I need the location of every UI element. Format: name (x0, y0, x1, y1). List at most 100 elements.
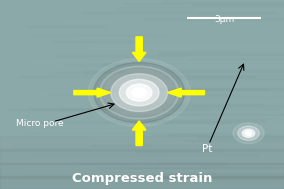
Bar (174, 7, 284, 8)
Bar (119, 125, 284, 126)
Bar (187, 185, 276, 187)
Bar (127, 114, 284, 115)
Circle shape (233, 123, 264, 144)
Bar (13, 145, 150, 146)
Bar (123, 31, 284, 32)
Bar (198, 136, 284, 138)
Circle shape (119, 79, 159, 106)
Bar (171, 89, 284, 90)
Bar (8, 108, 210, 110)
Bar (102, 29, 163, 31)
Bar (83, 71, 133, 73)
Bar (173, 96, 284, 97)
Bar (54, 64, 284, 65)
Bar (93, 45, 284, 46)
Bar (178, 98, 284, 100)
Bar (137, 78, 284, 79)
Bar (123, 88, 284, 89)
Bar (102, 7, 238, 8)
FancyArrow shape (132, 121, 146, 146)
Bar (136, 151, 221, 152)
Bar (132, 105, 284, 107)
Bar (151, 26, 284, 27)
Bar (33, 143, 258, 144)
Bar (132, 25, 284, 26)
Circle shape (132, 88, 146, 97)
Circle shape (238, 126, 259, 140)
Bar (102, 64, 148, 65)
Text: Compressed strain: Compressed strain (72, 172, 212, 185)
Bar (153, 134, 207, 135)
Bar (0, 163, 284, 178)
Text: Pt: Pt (202, 144, 212, 154)
Bar (82, 12, 276, 13)
Bar (159, 53, 284, 55)
Bar (107, 177, 284, 179)
Bar (98, 167, 277, 168)
Bar (136, 12, 227, 13)
Bar (90, 37, 282, 39)
Bar (191, 5, 284, 6)
Bar (39, 134, 109, 135)
Bar (159, 173, 284, 174)
Bar (125, 3, 284, 4)
Bar (157, 75, 284, 76)
Bar (80, 161, 124, 163)
Bar (0, 136, 284, 151)
Bar (91, 136, 144, 138)
Bar (79, 63, 162, 64)
Bar (116, 70, 284, 72)
Bar (0, 176, 284, 189)
Bar (91, 145, 208, 146)
Bar (49, 94, 94, 95)
Bar (130, 174, 284, 176)
Bar (127, 108, 284, 109)
Bar (15, 104, 175, 105)
Bar (89, 48, 231, 49)
Circle shape (111, 74, 168, 112)
Bar (178, 118, 284, 119)
Circle shape (245, 131, 252, 136)
Circle shape (88, 59, 190, 127)
Bar (160, 111, 284, 112)
Bar (160, 156, 267, 157)
Bar (142, 84, 191, 86)
Bar (0, 149, 284, 164)
Bar (8, 60, 129, 61)
Bar (95, 49, 242, 50)
Bar (103, 67, 284, 69)
Bar (176, 24, 284, 25)
Bar (58, 55, 187, 57)
Bar (29, 108, 110, 109)
Bar (117, 7, 193, 9)
Bar (53, 14, 257, 15)
Circle shape (99, 66, 179, 119)
Bar (30, 61, 235, 62)
Bar (125, 59, 258, 61)
Bar (63, 64, 128, 65)
Bar (169, 134, 284, 135)
Bar (160, 47, 284, 49)
Bar (158, 163, 227, 164)
Bar (115, 180, 284, 181)
Bar (104, 81, 284, 82)
Bar (54, 76, 170, 77)
Bar (39, 94, 166, 95)
Bar (63, 22, 112, 23)
Bar (19, 76, 254, 77)
FancyArrow shape (168, 88, 204, 97)
Bar (50, 72, 183, 73)
Bar (24, 174, 85, 176)
Bar (49, 41, 157, 42)
Bar (145, 18, 284, 20)
Bar (132, 116, 284, 117)
Bar (153, 104, 208, 106)
Bar (72, 38, 151, 39)
Bar (150, 161, 260, 162)
Text: Micro pore: Micro pore (16, 119, 63, 128)
Bar (89, 57, 284, 58)
Bar (37, 121, 230, 123)
Bar (178, 141, 246, 142)
Circle shape (242, 129, 255, 137)
Bar (150, 1, 284, 2)
